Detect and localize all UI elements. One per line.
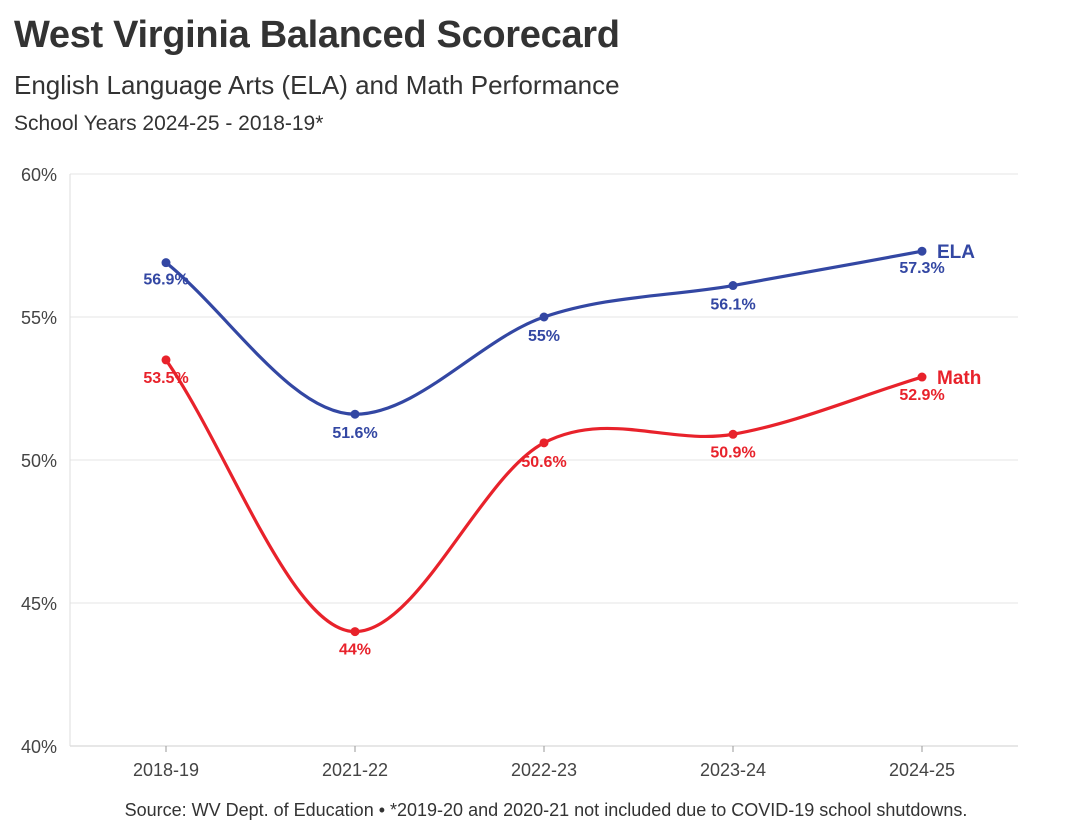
x-tick-label: 2018-19 [133,760,199,780]
ela-point [917,246,927,256]
chart-date-range: School Years 2024-25 - 2018-19* [14,112,324,135]
ela-line [164,249,924,416]
math-line [164,358,924,634]
y-tick-label: 50% [21,451,57,471]
math-point [728,429,738,439]
x-tick-label: 2021-22 [322,760,388,780]
ela-data-label: 56.9% [143,272,188,289]
y-tick-label: 60% [21,165,57,185]
math-data-label: 50.9% [710,444,755,461]
x-tick-label: 2023-24 [700,760,766,780]
math-point [539,438,549,448]
math-data-label: 52.9% [899,387,944,404]
ela-data-label: 56.1% [710,297,755,314]
ela-point [728,281,738,291]
ela-point [539,312,549,322]
chart-subtitle: English Language Arts (ELA) and Math Per… [14,70,620,100]
chart-title: West Virginia Balanced Scorecard [14,14,620,56]
math-point [161,355,171,365]
math-series-label: Math [937,368,981,389]
math-data-label: 53.5% [143,370,188,387]
math-data-label: 50.6% [521,454,566,471]
source-note: Source: WV Dept. of Education • *2019-20… [124,800,968,820]
ela-data-label: 57.3% [899,260,944,277]
math-data-label: 44% [339,642,371,659]
ela-point [161,258,171,268]
ela-series-label: ELA [937,242,975,263]
x-tick-label: 2024-25 [889,760,955,780]
line-chart: 40% 45% 50% 55% 60% 2018-19 2021-22 2022-23 2023… [21,165,1018,780]
y-tick-label: 45% [21,594,57,614]
ela-data-label: 55% [528,328,560,345]
ela-data-label: 51.6% [332,425,377,442]
y-tick-label: 40% [21,737,57,757]
y-tick-label: 55% [21,308,57,328]
math-point [917,372,927,382]
math-point [350,627,360,637]
ela-point [350,409,360,419]
x-tick-label: 2022-23 [511,760,577,780]
